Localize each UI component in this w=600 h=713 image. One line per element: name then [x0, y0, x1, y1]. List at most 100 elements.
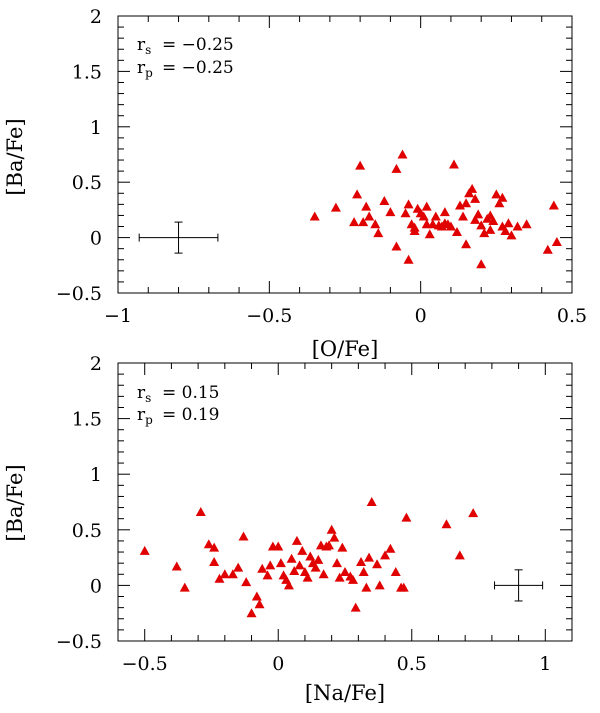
- bottom-data-point: [265, 560, 276, 570]
- bottom-data-point: [334, 572, 345, 582]
- svg-text:rp: rp: [137, 405, 153, 427]
- top-rp-subscript: p: [145, 66, 153, 80]
- bottom-y-tick-label: 0.5: [72, 520, 102, 542]
- bottom-data-point: [356, 557, 367, 567]
- top-data-point: [521, 219, 532, 229]
- top-data-point: [361, 201, 372, 211]
- top-plot-frame: [117, 15, 573, 294]
- top-data-point: [355, 160, 366, 170]
- bottom-data-point: [246, 608, 257, 618]
- bottom-data-point: [209, 557, 220, 567]
- bottom-data-point: [203, 539, 214, 549]
- bottom-x-tick-label: 1: [539, 653, 551, 675]
- bottom-data-point: [468, 508, 479, 518]
- top-data-point: [391, 163, 402, 173]
- top-y-tick-label: 1.5: [72, 61, 102, 83]
- top-rs-value: = −0.25: [162, 35, 234, 55]
- bottom-y-axis-title: [Ba/Fe]: [3, 464, 27, 541]
- bottom-panel: −0.5 0 0.5 1 −0.500.511.52 [Na/Fe] [Ba/Fe] …: [3, 353, 573, 705]
- bottom-data-point: [372, 559, 383, 569]
- bottom-data-point: [364, 552, 375, 562]
- top-data-point: [330, 202, 341, 212]
- top-data-point: [427, 219, 438, 229]
- bottom-y-tick-label: 2: [90, 353, 102, 375]
- svg-text:rp: rp: [137, 58, 153, 80]
- bottom-rp-annotation: rp = 0.19: [137, 405, 220, 427]
- top-y-tick-label: 2: [90, 6, 102, 28]
- top-x-tick-label: −1: [104, 305, 132, 327]
- top-data-point: [506, 230, 517, 240]
- top-data-point: [470, 193, 481, 203]
- top-rp-annotation: rp = −0.25: [137, 58, 234, 80]
- bottom-data-point: [283, 580, 294, 590]
- top-data-point: [512, 221, 523, 231]
- top-data-point: [373, 228, 384, 238]
- top-data-point: [476, 259, 487, 269]
- bottom-rp-subscript: p: [145, 413, 153, 427]
- bottom-data-point: [329, 532, 340, 542]
- bottom-data-point: [337, 542, 348, 552]
- bottom-error-bar: [494, 569, 544, 602]
- top-y-tick-label: 0: [90, 228, 102, 250]
- top-y-tick-label: 0.5: [72, 172, 102, 194]
- bottom-data-point: [209, 542, 220, 552]
- bottom-rs-symbol: r: [137, 383, 146, 403]
- bottom-data-point: [297, 545, 308, 555]
- bottom-data-point: [350, 602, 361, 612]
- bottom-data-point: [273, 541, 284, 551]
- top-data-point: [309, 211, 320, 221]
- top-data-point: [470, 214, 481, 224]
- top-x-tick-labels: −1 −0.5 0 0.5: [104, 305, 587, 327]
- bottom-data-point: [398, 582, 409, 592]
- top-rs-symbol: r: [137, 35, 146, 55]
- bottom-data-point: [305, 551, 316, 561]
- top-y-tick-label: −0.5: [56, 283, 102, 305]
- bottom-data-point: [313, 554, 324, 564]
- bottom-data-point: [441, 519, 452, 529]
- bottom-data-point: [233, 562, 244, 572]
- bottom-data-point: [294, 560, 305, 570]
- svg-text:rs: rs: [137, 35, 151, 57]
- bottom-data-point: [340, 567, 350, 577]
- bottom-data-point: [291, 535, 302, 545]
- bottom-data-point: [348, 574, 359, 584]
- top-data-point: [364, 211, 375, 221]
- bottom-data-point: [380, 550, 391, 560]
- bottom-x-axis-title: [Na/Fe]: [305, 681, 385, 705]
- top-points: [309, 149, 562, 269]
- top-data-point: [409, 225, 420, 235]
- top-data-point: [391, 241, 402, 251]
- top-rp-value: = −0.25: [162, 58, 234, 78]
- top-data-point: [421, 201, 432, 211]
- top-data-point: [370, 219, 381, 229]
- top-data-point: [379, 196, 390, 206]
- top-y-tick-labels: −0.5 0 0.5 1 1.5 2: [56, 6, 102, 305]
- top-y-tick-label: 1: [90, 117, 102, 139]
- top-rs-subscript: s: [145, 43, 151, 57]
- top-x-tick-label: −0.5: [246, 305, 292, 327]
- bottom-data-point: [374, 580, 385, 590]
- bottom-data-point: [214, 573, 225, 583]
- top-rp-symbol: r: [137, 58, 146, 78]
- top-rs-annotation: rs = −0.25: [137, 35, 234, 57]
- top-panel: −1 −0.5 0 0.5 −0.500.511.52 [O/Fe] [Ba/Fe] …: [3, 6, 587, 361]
- bottom-rp-symbol: r: [137, 405, 146, 425]
- bottom-data-point: [238, 531, 249, 541]
- bottom-data-point: [275, 558, 286, 568]
- top-data-point: [418, 211, 429, 221]
- top-data-point: [352, 189, 363, 199]
- bottom-x-tick-label: −0.5: [122, 653, 168, 675]
- bottom-data-point: [454, 550, 465, 560]
- bottom-data-point: [195, 507, 206, 517]
- top-data-point: [448, 159, 459, 169]
- top-data-point: [503, 218, 514, 228]
- bottom-data-point: [219, 569, 230, 579]
- top-x-axis-title: [O/Fe]: [312, 337, 379, 361]
- bottom-data-point: [241, 577, 252, 587]
- bottom-rs-annotation: rs = 0.15: [137, 383, 220, 405]
- bottom-data-point: [286, 553, 297, 563]
- bottom-data-point: [139, 545, 150, 555]
- top-data-point: [551, 237, 562, 247]
- bottom-y-tick-labels: −0.5 0 0.5 1 1.5 2: [56, 353, 102, 653]
